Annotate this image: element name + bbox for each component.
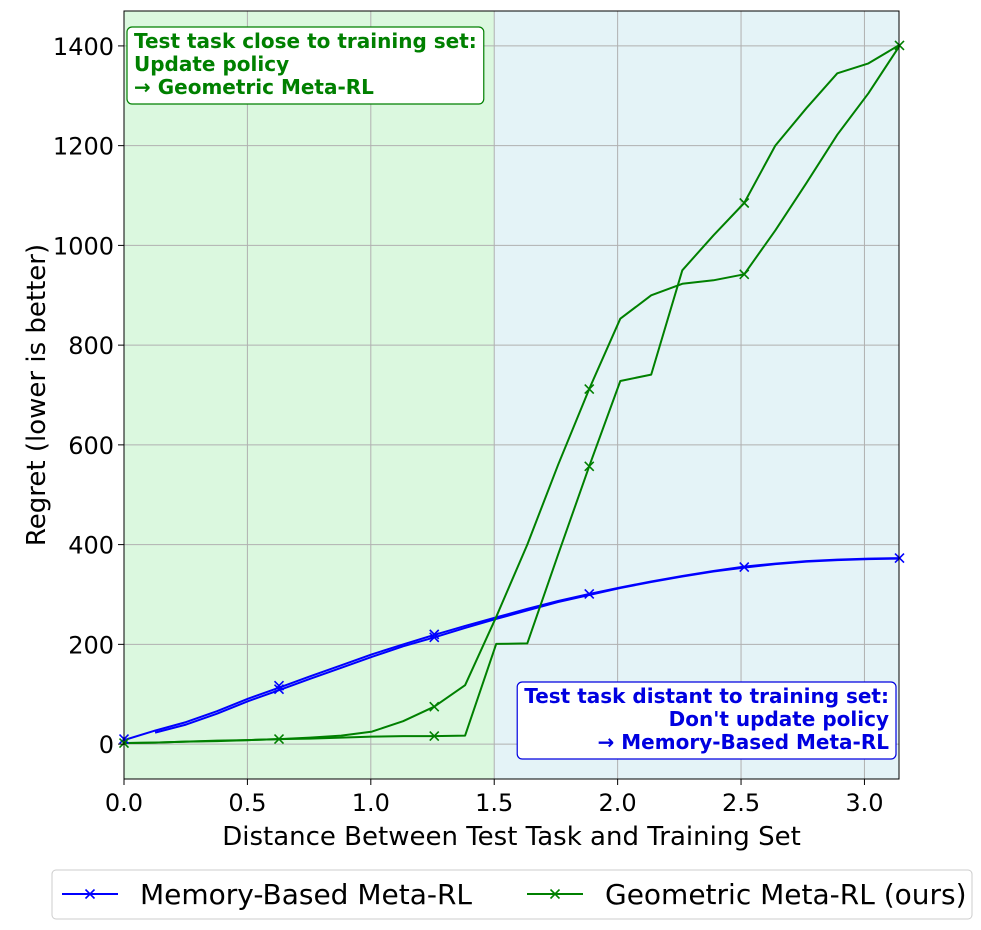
series-1-line-1: [123, 44, 901, 745]
series-1-marker-6: [739, 197, 750, 209]
annotation-1-line-2: → Memory-Based Meta-RL: [598, 730, 890, 754]
annotation-0-line-0: Test task close to training set:: [134, 29, 477, 53]
annotation-0: Test task close to training set:Update p…: [126, 26, 485, 105]
annotation-0-line-2: → Geometric Meta-RL: [134, 75, 374, 99]
plot-frame: [123, 10, 900, 780]
y-axis-title: Regret (lower is better): [22, 244, 52, 546]
x-tick-label-4: 2.0: [599, 789, 637, 817]
y-tick-label-4: 800: [68, 332, 114, 360]
legend-label-0: Memory-Based Meta-RL: [140, 878, 472, 911]
x-tick-label-1: 0.5: [228, 789, 266, 817]
series-0-marker-5: [584, 588, 595, 600]
x-tick-label-6: 3.0: [845, 789, 883, 817]
annotation-1-line-1: Don't update policy: [669, 707, 889, 731]
y-tick-label-7: 1400: [53, 33, 114, 61]
series-0-marker-6: [739, 561, 750, 573]
series-0-marker-2: [273, 684, 285, 695]
annotations: Test task close to training set:Update p…: [126, 26, 897, 760]
x-tick-label-5: 2.5: [722, 789, 760, 817]
legend: Memory-Based Meta-RL Geometric Meta-RL (o…: [51, 869, 973, 920]
y-tick-label-6: 1200: [53, 133, 114, 161]
y-tick-label-5: 1000: [53, 232, 114, 260]
y-tick-label-0: 0: [99, 731, 114, 759]
series-1-marker-3: [429, 731, 440, 742]
series-0-marker-1: [273, 680, 285, 691]
x-tick-label-0: 0.0: [105, 789, 143, 817]
x-axis-title: Distance Between Test Task and Training …: [222, 822, 801, 852]
axis-ticks: 0.0 0.5 1.0 1.5 2.0 2.5 3.0 0 200 400 600 800 1000 12…: [53, 33, 884, 817]
annotation-box-1: [516, 681, 897, 760]
region-1: [494, 11, 899, 779]
series-0-marker-4: [429, 632, 440, 643]
series-markers: [118, 40, 905, 749]
background-regions: [124, 11, 899, 779]
annotation-box-0: [126, 26, 485, 105]
series-1-marker-7: [739, 269, 750, 280]
x-tick-label-3: 1.5: [475, 789, 513, 817]
legend-frame: [51, 869, 973, 920]
legend-label-1: Geometric Meta-RL (ours): [605, 878, 967, 911]
y-tick-label-1: 200: [68, 631, 114, 659]
annotation-1: Test task distant to training set:Don't …: [516, 681, 897, 760]
series-1-marker-5: [584, 461, 595, 472]
legend-marker-1: [549, 888, 561, 900]
annotation-1-line-0: Test task distant to training set:: [524, 684, 889, 708]
legend-entry-0: Memory-Based Meta-RL: [62, 878, 472, 911]
x-tick-label-2: 1.0: [352, 789, 390, 817]
region-0: [124, 11, 495, 779]
series-0-marker-3: [429, 629, 440, 640]
y-tick-label-2: 400: [68, 532, 114, 560]
series-1-marker-4: [584, 383, 595, 395]
series-1-marker-1: [273, 734, 285, 745]
annotation-0-line-1: Update policy: [134, 52, 289, 76]
legend-marker-0: [84, 888, 96, 900]
y-tick-label-3: 600: [68, 432, 114, 460]
grid-lines: [123, 11, 899, 779]
legend-entry-1: Geometric Meta-RL (ours): [527, 878, 967, 911]
series-1-marker-2: [429, 701, 440, 712]
